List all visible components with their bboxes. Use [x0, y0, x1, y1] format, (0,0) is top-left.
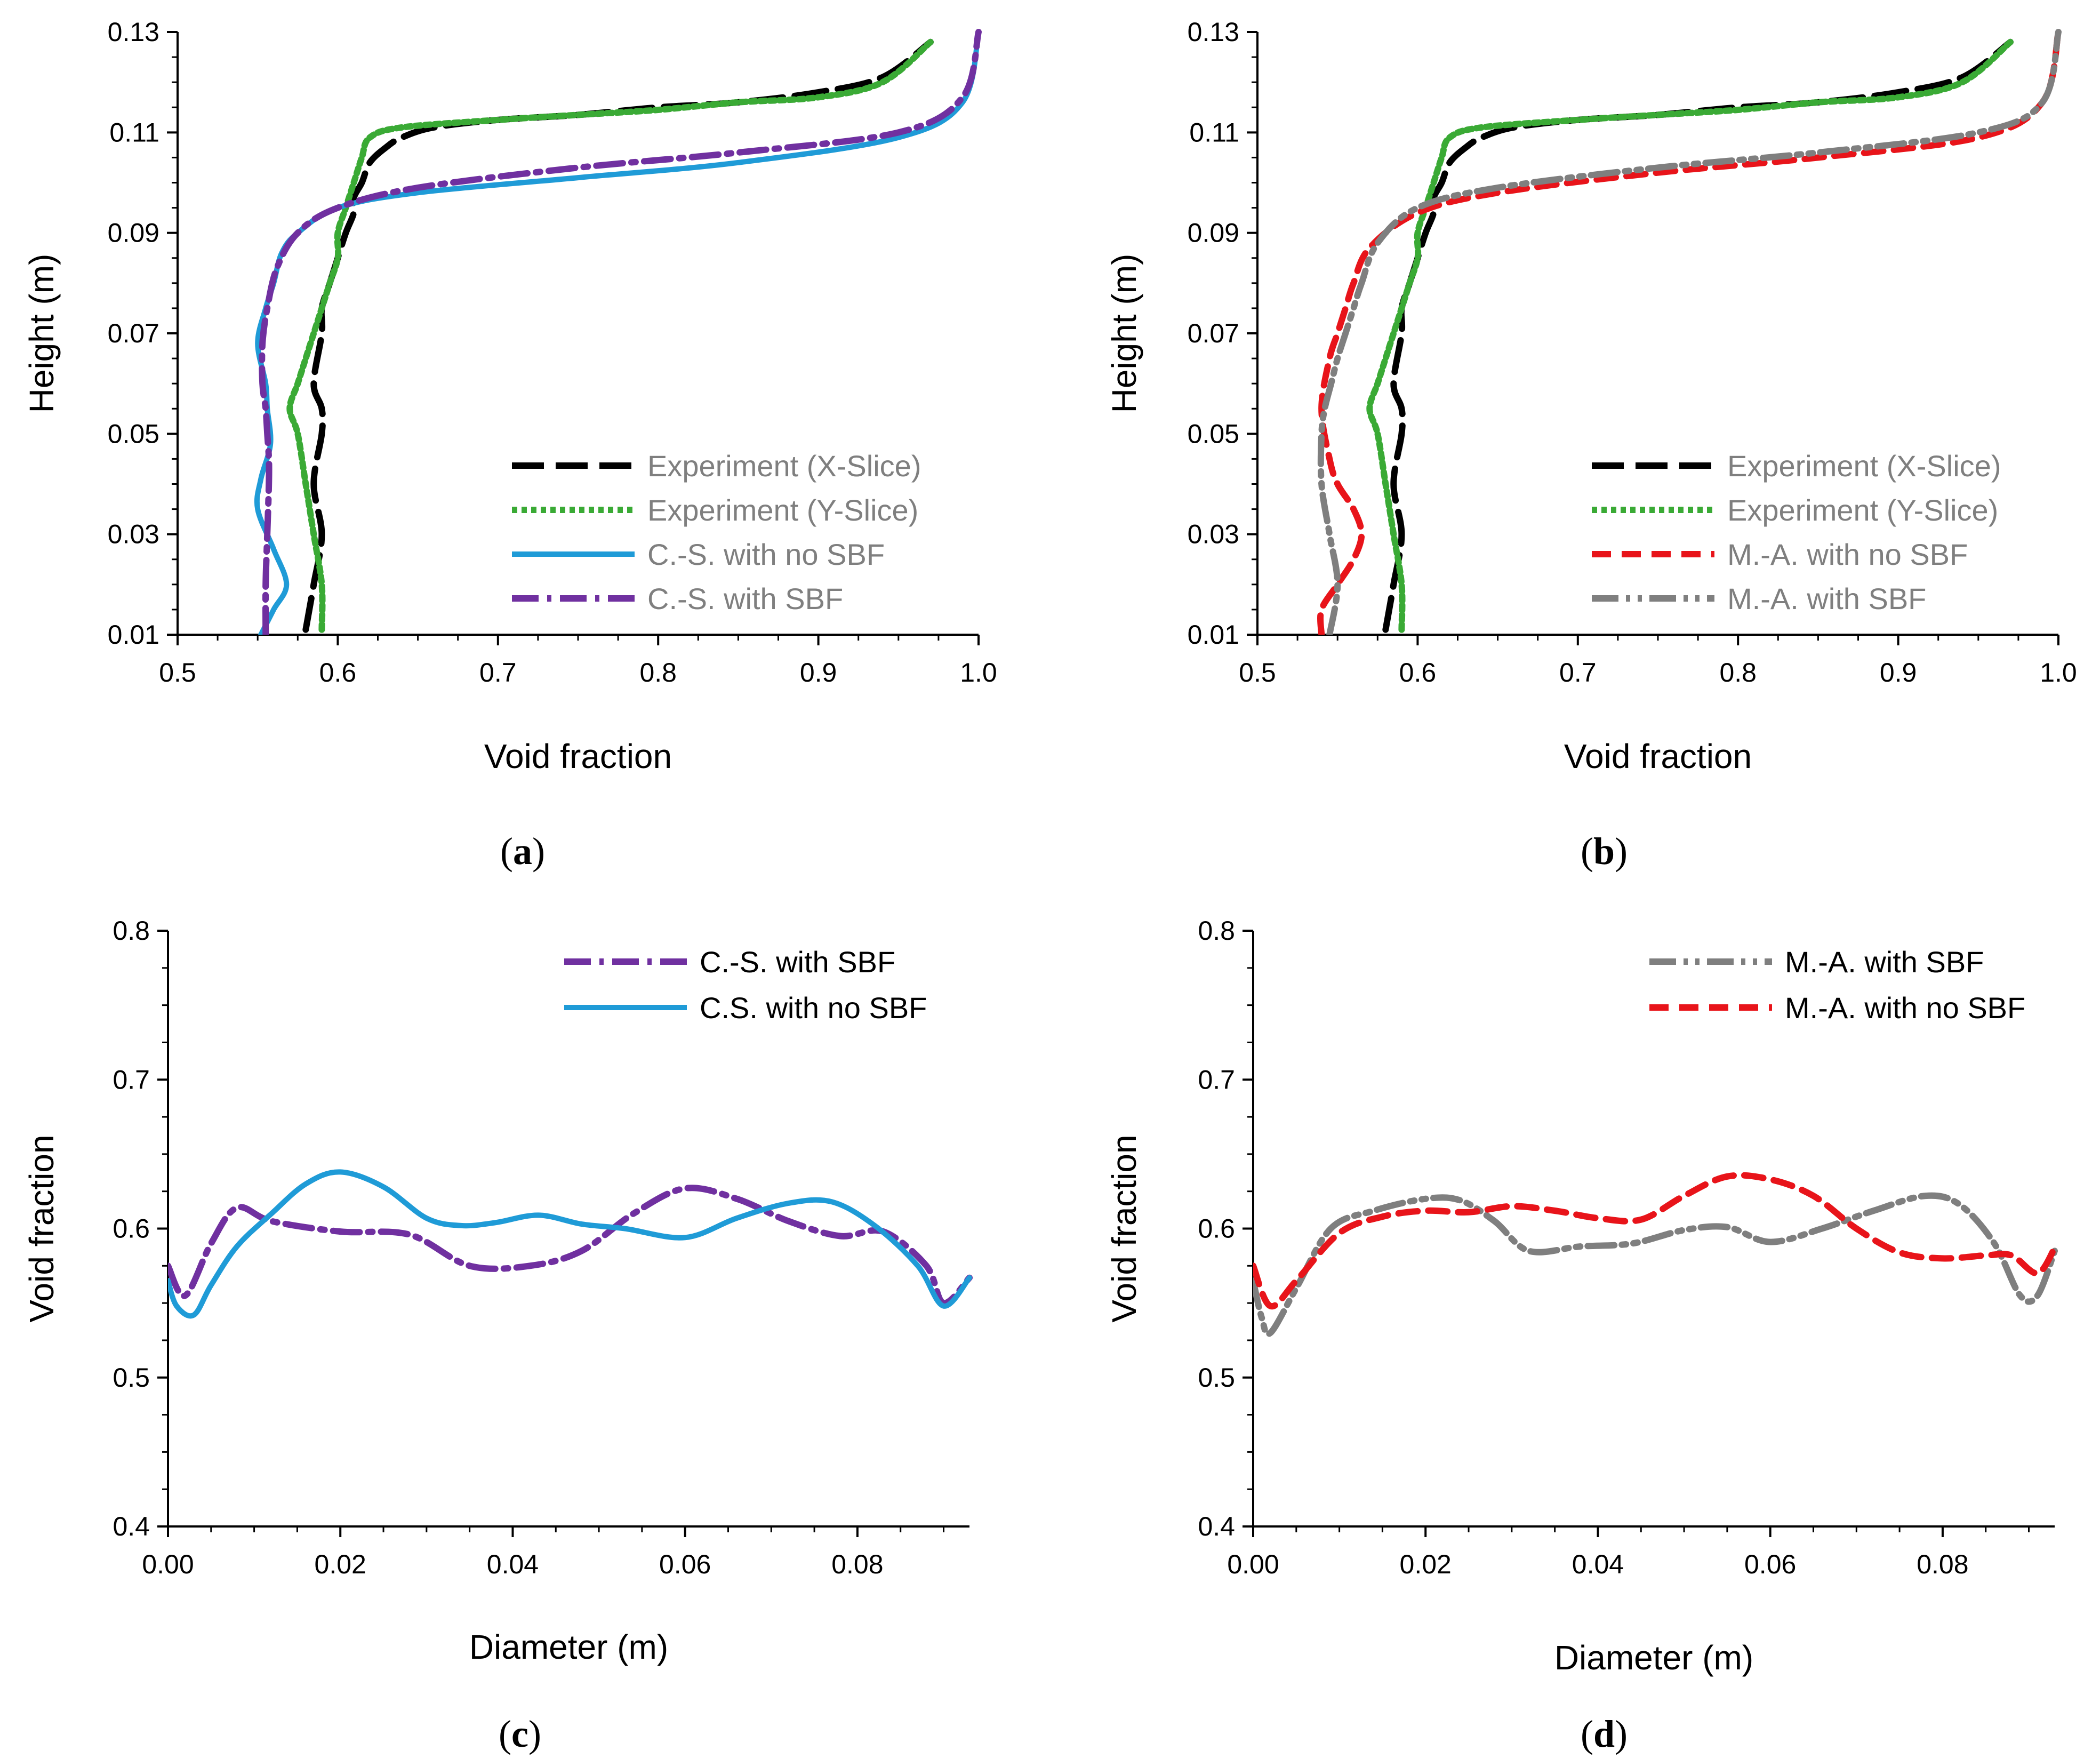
- x-tick-label: 0.7: [1559, 658, 1597, 687]
- series-line-ma_nosbf: [1253, 1172, 2058, 1310]
- x-axis-title: Diameter (m): [469, 1628, 668, 1666]
- y-tick-label: 0.01: [108, 620, 159, 650]
- legend-label: M.-A. with no SBF: [1785, 991, 2025, 1025]
- y-tick-label: 0.05: [108, 419, 159, 449]
- y-tick-label: 0.09: [108, 218, 159, 248]
- series-line-ma_sbf: [1253, 1192, 2058, 1338]
- x-tick-label: 1.0: [2040, 658, 2077, 687]
- legend-label: Experiment (Y-Slice): [647, 493, 918, 527]
- legend-label: Experiment (Y-Slice): [1727, 493, 1998, 527]
- legend-label: M.-A. with no SBF: [1727, 538, 1968, 571]
- y-tick-label: 0.8: [1198, 916, 1235, 946]
- x-tick-label: 0.9: [1880, 658, 1917, 687]
- y-tick-label: 0.03: [1188, 519, 1239, 549]
- y-axis-title: Void fraction: [22, 1134, 61, 1322]
- y-tick-label: 0.13: [108, 17, 159, 47]
- panel-label: (d): [1581, 1713, 1628, 1755]
- y-axis-title: Void fraction: [1105, 1134, 1143, 1322]
- x-tick-label: 0.06: [1744, 1549, 1796, 1579]
- y-tick-label: 0.6: [113, 1214, 150, 1244]
- x-tick-label: 0.00: [142, 1549, 194, 1579]
- y-axis-title: Height (m): [22, 254, 61, 413]
- y-tick-label: 0.03: [108, 519, 159, 549]
- legend-label: M.-A. with SBF: [1727, 582, 1926, 615]
- x-tick-label: 0.08: [1917, 1549, 1968, 1579]
- series-line-exp_x: [302, 38, 934, 633]
- y-tick-label: 0.09: [1188, 218, 1239, 248]
- x-tick-label: 0.06: [659, 1549, 711, 1579]
- x-tick-label: 0.08: [831, 1549, 883, 1579]
- y-tick-label: 0.05: [1188, 419, 1239, 449]
- chart-panel-d: 0.4 0.5 0.6 0.7 0.8 0.00 0.02 0.04 0.06 0.08 Diame…: [1105, 916, 2058, 1755]
- x-tick-label: 0.9: [800, 658, 837, 687]
- y-tick-label: 0.07: [108, 318, 159, 348]
- panel-label: (c): [499, 1713, 541, 1755]
- x-tick-label: 0.7: [479, 658, 517, 687]
- chart-panel-a: 0.01 0.03 0.05 0.07 0.09 0.11 0.13 0.5 0.6 0.7 0.8…: [22, 17, 997, 873]
- series-line-cs_sbf: [259, 29, 982, 635]
- x-tick-label: 0.8: [639, 658, 677, 687]
- x-tick-label: 0.6: [1399, 658, 1437, 687]
- x-axis-title: Void fraction: [1564, 737, 1752, 775]
- y-tick-label: 0.11: [1189, 117, 1239, 147]
- x-tick-label: 0.6: [319, 658, 357, 687]
- y-tick-label: 0.5: [113, 1363, 150, 1393]
- x-axis-title: Diameter (m): [1554, 1638, 1753, 1677]
- legend-label: M.-A. with SBF: [1785, 945, 1984, 979]
- series-line-ma_nosbf: [1317, 29, 2062, 635]
- legend-label: C.-S. with SBF: [647, 582, 843, 615]
- series-line-cs_nosbf: [168, 1169, 972, 1319]
- x-axis-title: Void fraction: [484, 737, 672, 775]
- y-tick-label: 0.07: [1188, 318, 1239, 348]
- chart-panel-b: 0.01 0.03 0.05 0.07 0.09 0.11 0.13 0.5 0.6 0.7 0.8…: [1105, 17, 2077, 873]
- series-line-cs_sbf: [168, 1185, 973, 1307]
- legend-label: C.-S. with SBF: [700, 945, 895, 979]
- y-tick-label: 0.8: [113, 916, 150, 946]
- chart-panel-c: 0.4 0.5 0.6 0.7 0.8 0.00 0.02 0.04 0.06 0.08 Diame…: [22, 916, 973, 1755]
- y-tick-label: 0.13: [1188, 17, 1239, 47]
- y-tick-label: 0.11: [109, 117, 159, 147]
- series-line-ma_sbf: [1317, 29, 2062, 635]
- legend-label: C.-S. with no SBF: [647, 538, 885, 571]
- y-tick-label: 0.7: [113, 1065, 150, 1094]
- y-axis-title: Height (m): [1105, 254, 1143, 413]
- x-tick-label: 0.04: [487, 1549, 539, 1579]
- y-tick-label: 0.7: [1198, 1065, 1235, 1094]
- legend-label: Experiment (X-Slice): [647, 449, 921, 483]
- y-tick-label: 0.5: [1198, 1363, 1235, 1393]
- y-tick-label: 0.4: [113, 1512, 150, 1541]
- panel-label: (a): [500, 830, 545, 873]
- x-tick-label: 0.8: [1719, 658, 1757, 687]
- y-tick-label: 0.6: [1198, 1214, 1235, 1244]
- x-tick-label: 0.5: [1239, 658, 1276, 687]
- legend-label: Experiment (X-Slice): [1727, 449, 2001, 483]
- legend-label: C.S. with no SBF: [700, 991, 927, 1025]
- x-tick-label: 1.0: [960, 658, 997, 687]
- x-tick-label: 0.02: [315, 1549, 366, 1579]
- x-tick-label: 0.5: [159, 658, 196, 687]
- x-tick-label: 0.00: [1227, 1549, 1279, 1579]
- x-tick-label: 0.02: [1400, 1549, 1452, 1579]
- x-tick-label: 0.04: [1572, 1549, 1624, 1579]
- series-line-exp_x: [1382, 38, 2014, 633]
- panel-label: (b): [1581, 830, 1628, 873]
- y-tick-label: 0.01: [1188, 620, 1239, 650]
- y-tick-label: 0.4: [1198, 1512, 1235, 1541]
